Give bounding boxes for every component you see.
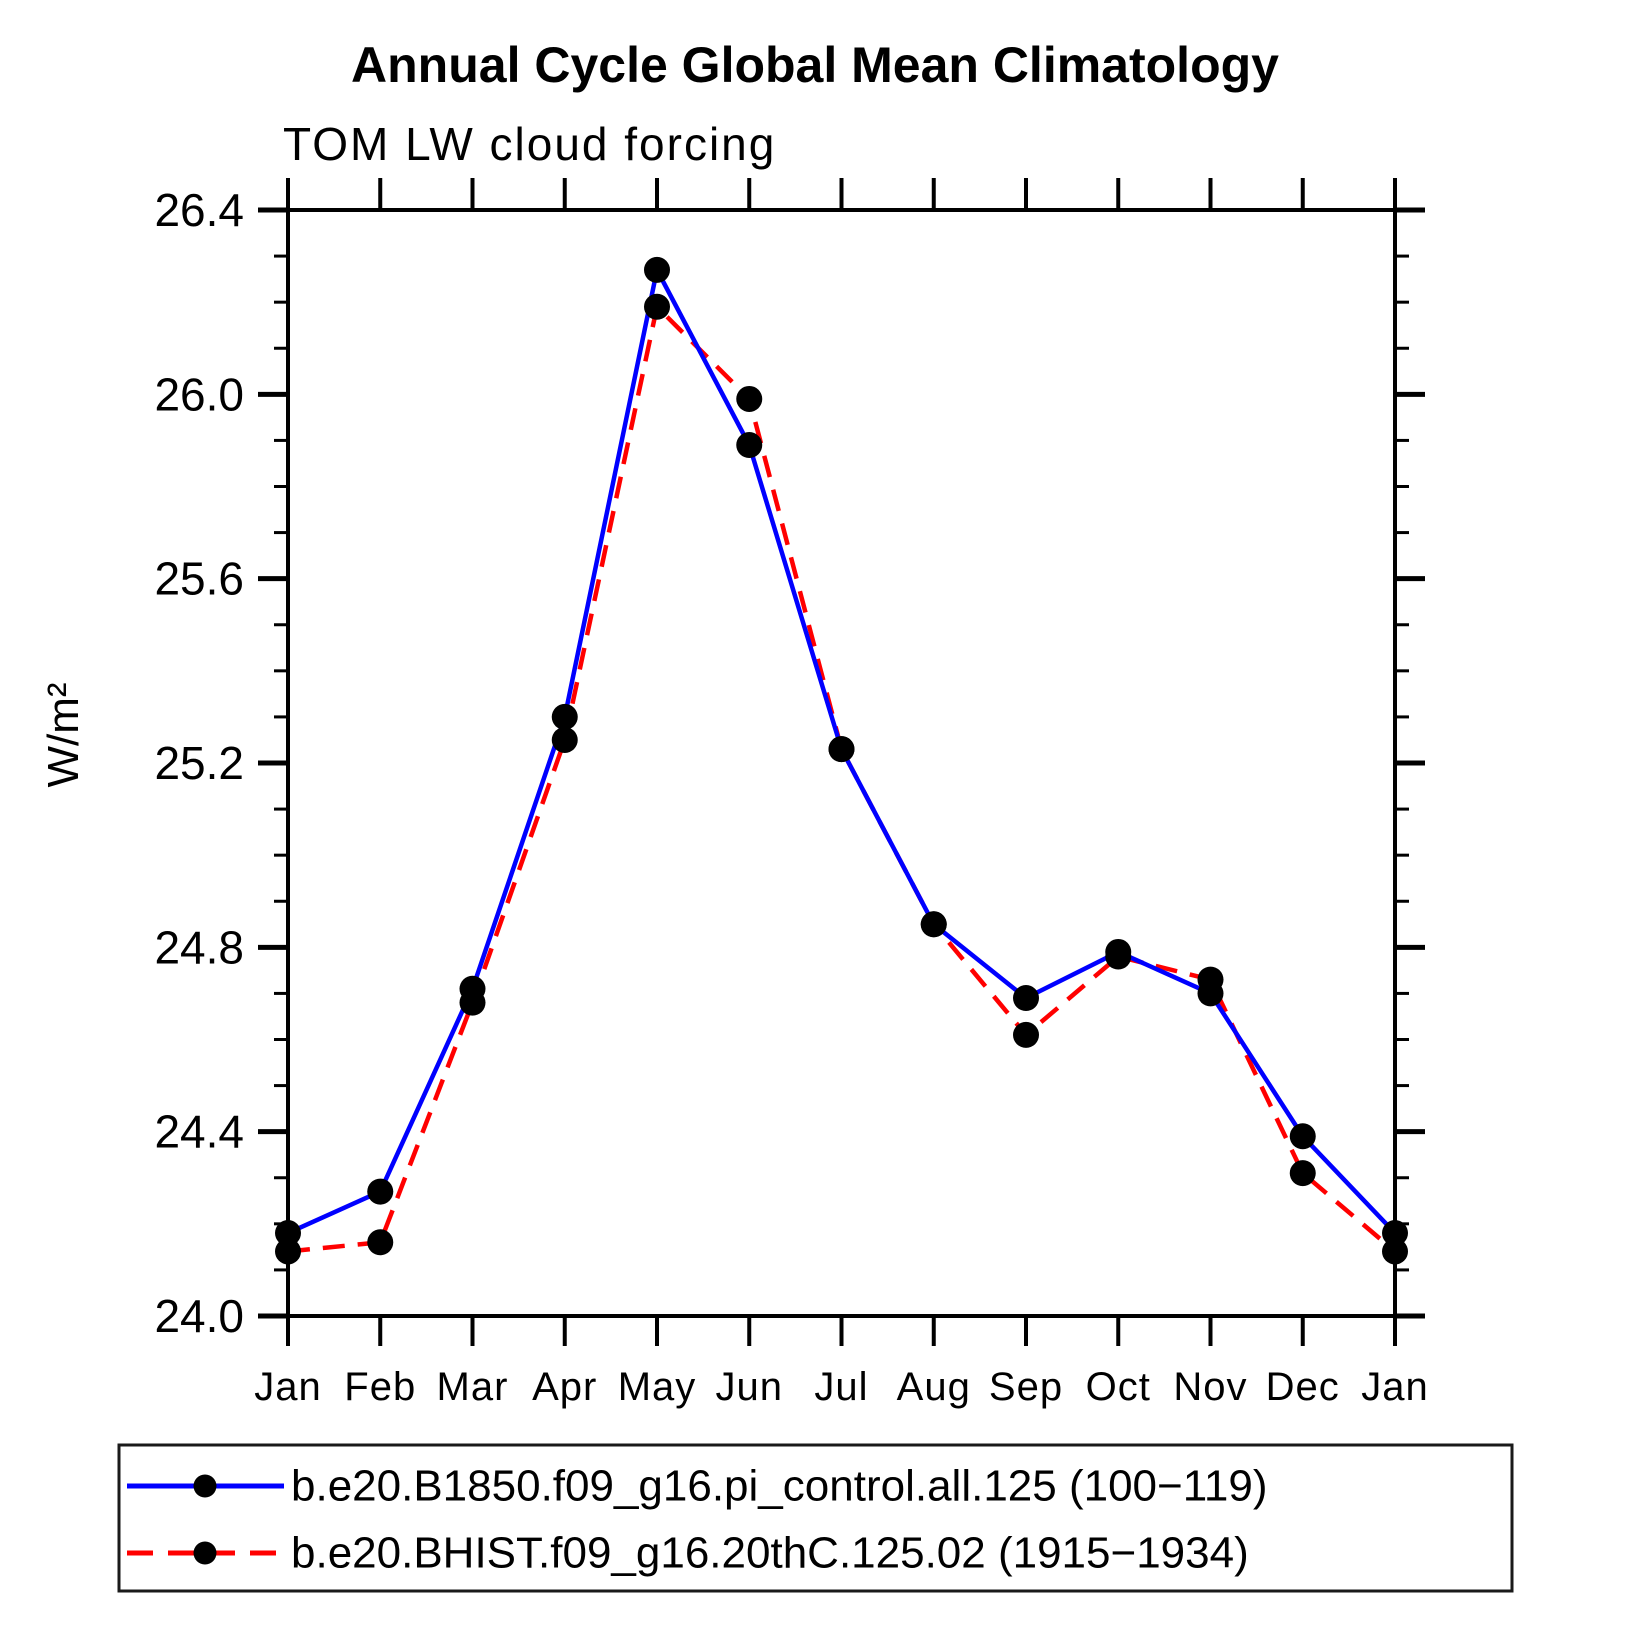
data-point-marker [275, 1238, 301, 1265]
plot-area: 24.0 24.4 24.8 25.2 25.6 26.0 26.4 Jan Feb Mar Apr… [154, 178, 1428, 1409]
x-tick-label: Jul [814, 1365, 868, 1409]
legend-sample-marker [193, 1474, 217, 1498]
data-point-marker [1197, 966, 1224, 993]
y-tick-label: 24.8 [154, 921, 244, 973]
legend-sample-marker [193, 1541, 217, 1565]
chart-title: Annual Cycle Global Mean Climatology [351, 37, 1279, 93]
y-axis-label: W/m² [39, 682, 88, 787]
data-point-marker [1289, 1160, 1316, 1187]
legend: b.e20.B1850.f09_g16.pi_control.all.125 (… [117, 1443, 1514, 1593]
x-tick-label: Nov [1173, 1365, 1247, 1409]
data-point-marker [367, 1229, 394, 1256]
y-tick-label: 25.2 [154, 737, 244, 789]
data-point-marker [1382, 1220, 1408, 1247]
x-tick-label: Jan [254, 1365, 322, 1409]
axis-frame [286, 208, 1397, 1318]
legend-entry-label: b.e20.B1850.f09_g16.pi_control.all.125 (… [291, 1462, 1268, 1511]
data-point-marker [459, 989, 486, 1016]
x-tick-label: Jan [1361, 1365, 1429, 1409]
data-point-marker [1105, 943, 1132, 970]
x-tick-label: Oct [1086, 1365, 1151, 1409]
x-tick-label: Dec [1266, 1365, 1340, 1409]
data-point-marker [551, 726, 578, 753]
data-point-marker [551, 703, 578, 730]
y-tick-label: 25.6 [154, 553, 244, 605]
data-point-marker [1013, 1021, 1039, 1048]
data-point-marker [1382, 1238, 1408, 1265]
series-line [287, 302, 1397, 1254]
x-tick-label: May [618, 1365, 697, 1409]
chart-subtitle: TOM LW cloud forcing [283, 118, 776, 170]
y-tick-label: 26.4 [154, 184, 244, 236]
data-point-marker [736, 432, 763, 459]
x-tick-label: Mar [437, 1365, 509, 1409]
data-point-marker [828, 736, 855, 763]
x-tick-label: Jun [716, 1365, 784, 1409]
data-point-marker [1289, 1123, 1316, 1150]
data-point-marker [367, 1178, 394, 1205]
x-tick-label: Sep [989, 1365, 1063, 1409]
y-tick-label: 26.0 [154, 368, 244, 420]
data-point-marker [644, 293, 670, 320]
x-tick-label: Apr [532, 1365, 597, 1409]
data-point-marker [920, 911, 947, 938]
legend-entry-label: b.e20.BHIST.f09_g16.20thC.125.02 (1915−1… [291, 1529, 1249, 1578]
y-tick-label: 24.4 [154, 1106, 244, 1158]
data-point-marker [736, 385, 763, 412]
legend-box [117, 1443, 1514, 1593]
x-tick-label: Feb [344, 1365, 416, 1409]
y-tick-label: 24.0 [154, 1290, 244, 1342]
data-point-marker [275, 1220, 301, 1247]
data-point-marker [1013, 985, 1039, 1012]
data-point-marker [644, 256, 670, 283]
x-tick-label: Aug [897, 1365, 971, 1409]
